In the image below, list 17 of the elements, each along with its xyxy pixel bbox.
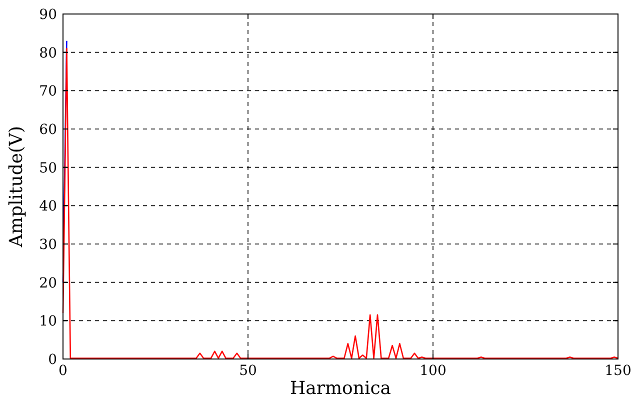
x-tick-label: 150 xyxy=(604,363,632,379)
y-tick-label: 0 xyxy=(48,352,57,368)
y-tick-label: 20 xyxy=(39,275,57,292)
y-tick-label: 70 xyxy=(39,84,57,100)
x-tick-label: 0 xyxy=(58,363,68,379)
y-tick-label: 90 xyxy=(39,7,57,23)
x-tick-label: 100 xyxy=(420,363,446,379)
y-tick-label: 30 xyxy=(39,237,57,253)
y-tick-label: 40 xyxy=(39,198,57,215)
y-tick-label: 80 xyxy=(39,45,57,62)
x-tick-label: 50 xyxy=(239,363,257,379)
x-axis-title: Harmonica xyxy=(290,378,392,399)
y-axis-title: Amplitude(V) xyxy=(6,126,27,248)
y-tick-label: 60 xyxy=(39,122,57,138)
y-tick-label: 10 xyxy=(39,314,57,330)
line-series xyxy=(62,48,619,359)
y-tick-label: 50 xyxy=(39,160,57,176)
